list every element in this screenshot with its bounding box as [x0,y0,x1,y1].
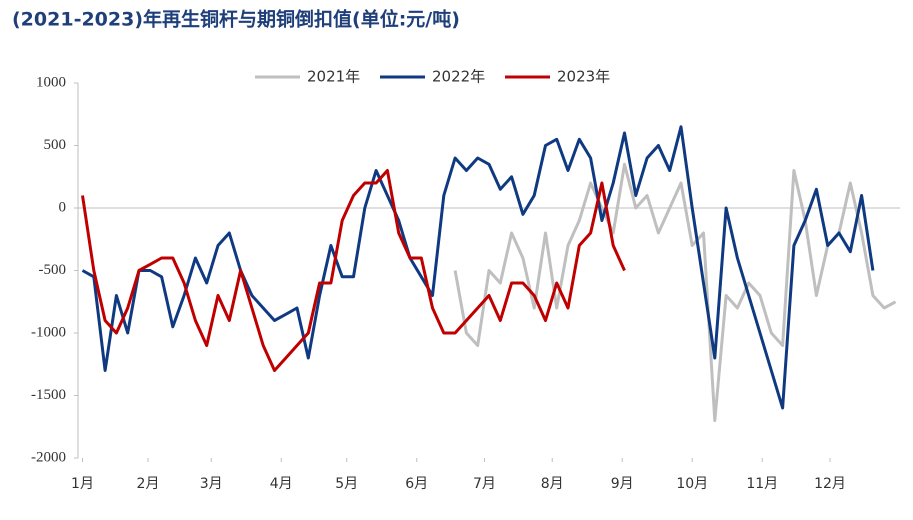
x-tick-label: 2月 [137,476,160,492]
series-line [81,125,875,410]
y-tick-label: -2000 [31,449,66,465]
legend-label: 2023年 [557,68,610,86]
series-line [81,169,626,372]
y-tick-label: 1000 [36,74,66,90]
x-tick-label: 6月 [405,476,428,492]
y-tick-label: 500 [44,137,67,153]
chart-title: (2021-2023)年再生铜杆与期铜倒扣值(单位:元/吨) [12,8,460,31]
x-tick-label: 7月 [473,476,496,492]
legend-label: 2022年 [432,68,485,86]
y-tick-label: -1500 [31,387,66,403]
x-tick-label: 12月 [814,476,846,492]
x-tick-label: 10月 [676,476,708,492]
y-tick-label: -500 [39,262,67,278]
x-tick-label: 1月 [71,476,94,492]
y-tick-label: 0 [59,199,67,215]
legend-label: 2021年 [307,68,360,86]
series-line [453,162,897,422]
x-tick-label: 9月 [611,476,634,492]
x-tick-label: 4月 [270,476,293,492]
y-tick-label: -1000 [31,324,66,340]
x-tick-label: 3月 [200,476,223,492]
x-tick-label: 11月 [746,476,778,492]
x-tick-label: 8月 [541,476,564,492]
x-tick-label: 5月 [335,476,358,492]
